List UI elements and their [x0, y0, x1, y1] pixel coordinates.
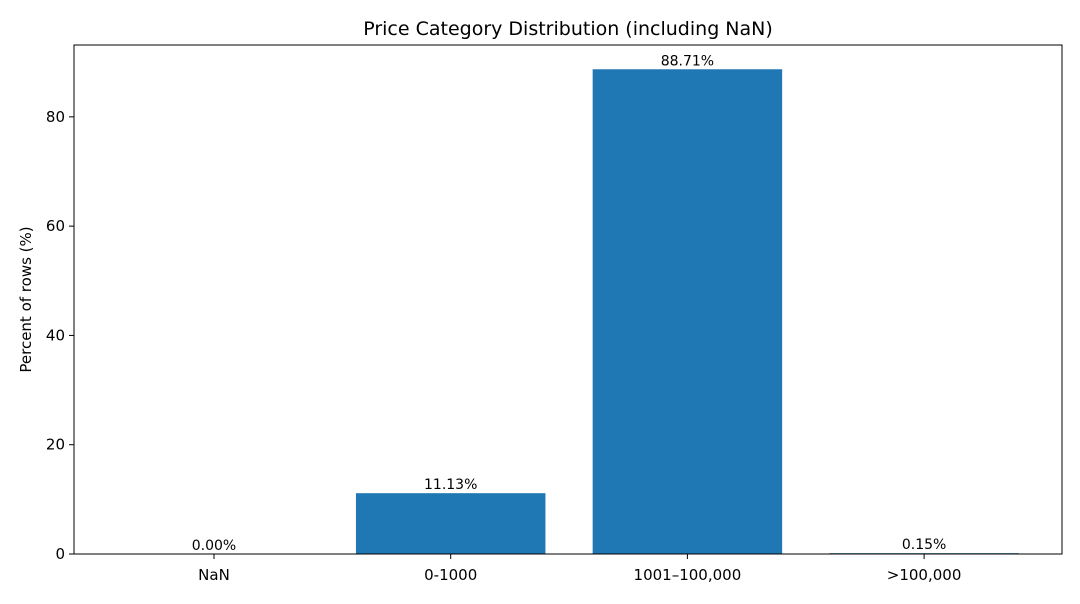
bars-layer	[355, 69, 1019, 555]
bar-value-label-3: 0.15%	[902, 537, 946, 553]
y-tick-label-0: 0	[55, 545, 65, 563]
bar-2	[592, 69, 783, 555]
x-tick-label-3: >100,000	[887, 566, 962, 584]
value-labels-layer: 0.00% 11.13% 88.71% 0.15%	[192, 53, 947, 554]
plot-area-frame	[73, 44, 1063, 555]
x-tick-label-1: 0-1000	[424, 566, 477, 584]
x-tick-label-0: NaN	[198, 566, 230, 584]
chart-title: Price Category Distribution (including N…	[363, 18, 773, 40]
bar-value-label-1: 11.13%	[424, 477, 477, 493]
x-tick-label-2: 1001–100,000	[634, 566, 742, 584]
x-axis-ticks: NaN 0-1000 1001–100,000 >100,000	[198, 554, 961, 584]
y-tick-label-2: 40	[46, 326, 65, 344]
y-axis-label: Percent of rows (%)	[17, 226, 35, 372]
bar-value-label-2: 88.71%	[661, 53, 714, 69]
bar-value-label-0: 0.00%	[192, 538, 236, 554]
y-tick-label-4: 80	[46, 108, 65, 126]
bar-1	[355, 493, 546, 554]
y-tick-label-3: 60	[46, 217, 65, 235]
y-axis-ticks: 0 20 40 60 80	[46, 108, 74, 563]
y-tick-label-1: 20	[46, 436, 65, 454]
